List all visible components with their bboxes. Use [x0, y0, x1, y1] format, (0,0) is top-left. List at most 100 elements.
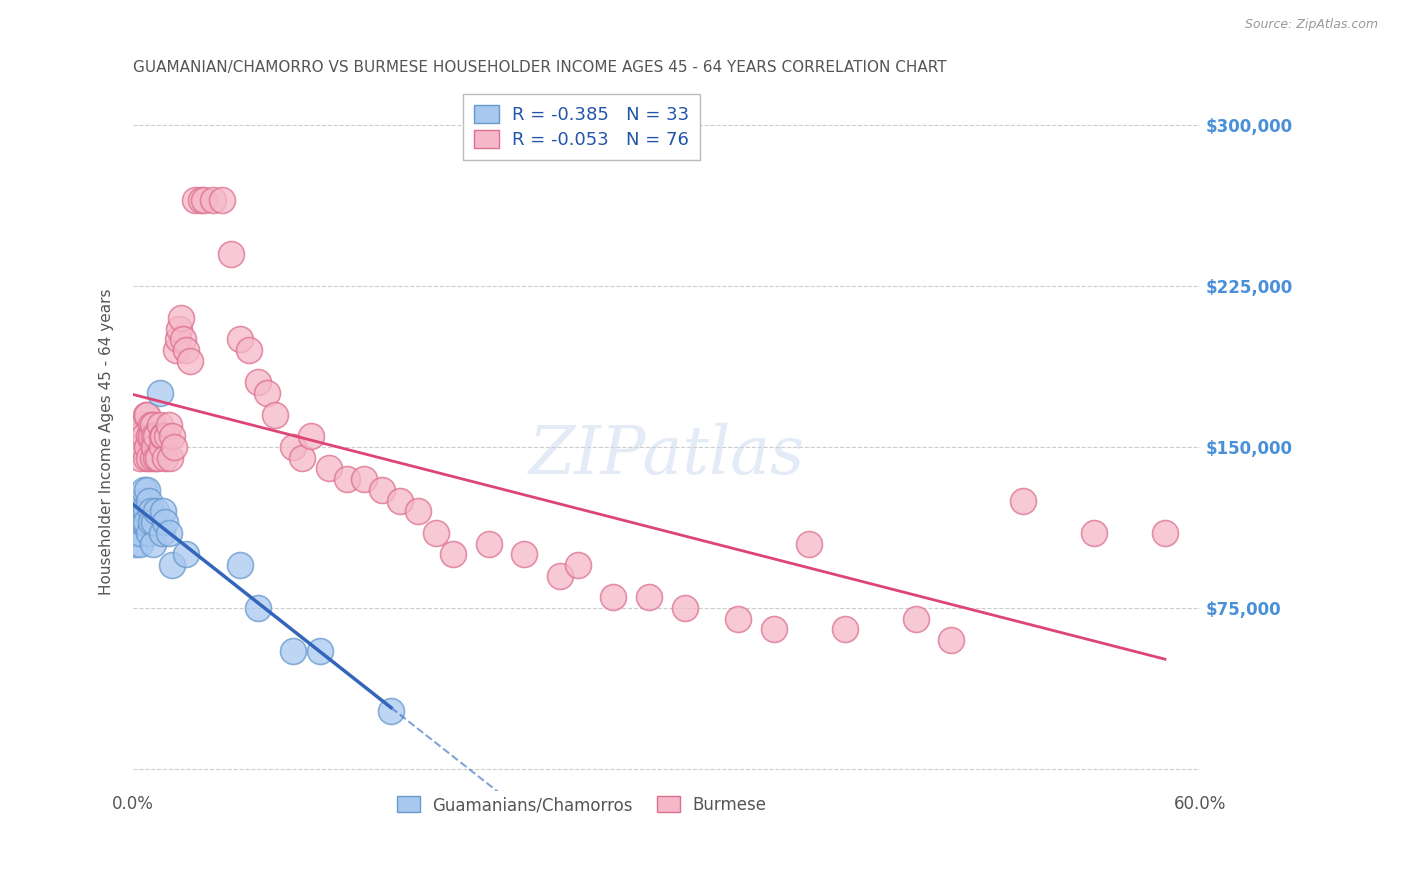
Point [172, 333, 194, 347]
Point [169, 322, 191, 336]
Point [153, 450, 176, 465]
Point [135, 408, 157, 422]
Point [162, 558, 184, 572]
Point [190, 193, 212, 207]
Point [131, 440, 153, 454]
Point [246, 601, 269, 615]
Point [127, 515, 149, 529]
Point [142, 418, 165, 433]
Point [353, 472, 375, 486]
Point [129, 525, 152, 540]
Point [170, 310, 193, 325]
Point [406, 504, 429, 518]
Point [135, 504, 157, 518]
Point [127, 429, 149, 443]
Point [193, 193, 215, 207]
Point [179, 354, 201, 368]
Point [567, 558, 589, 572]
Point [246, 376, 269, 390]
Point [132, 515, 155, 529]
Point [143, 440, 166, 454]
Point [380, 704, 402, 718]
Point [602, 591, 624, 605]
Point [1154, 525, 1177, 540]
Point [152, 504, 174, 518]
Point [548, 568, 571, 582]
Point [1011, 493, 1033, 508]
Point [139, 429, 162, 443]
Point [145, 504, 167, 518]
Point [138, 493, 160, 508]
Point [638, 591, 661, 605]
Point [145, 429, 167, 443]
Point [309, 644, 332, 658]
Text: GUAMANIAN/CHAMORRO VS BURMESE HOUSEHOLDER INCOME AGES 45 - 64 YEARS CORRELATION : GUAMANIAN/CHAMORRO VS BURMESE HOUSEHOLDE… [134, 60, 946, 75]
Point [138, 429, 160, 443]
Point [165, 343, 187, 358]
Point [138, 450, 160, 465]
Point [299, 429, 322, 443]
Point [136, 440, 159, 454]
Point [139, 515, 162, 529]
Point [143, 515, 166, 529]
Point [202, 193, 225, 207]
Point [131, 515, 153, 529]
Point [145, 450, 167, 465]
Point [149, 418, 172, 433]
Point [162, 429, 184, 443]
Point [211, 193, 233, 207]
Point [727, 612, 749, 626]
Point [166, 333, 188, 347]
Text: Source: ZipAtlas.com: Source: ZipAtlas.com [1244, 18, 1378, 31]
Point [513, 547, 536, 561]
Y-axis label: Householder Income Ages 45 - 64 years: Householder Income Ages 45 - 64 years [100, 288, 114, 595]
Point [941, 633, 963, 648]
Point [124, 536, 146, 550]
Point [283, 440, 305, 454]
Point [157, 418, 180, 433]
Point [797, 536, 820, 550]
Text: ZIPatlas: ZIPatlas [529, 423, 804, 488]
Point [336, 472, 359, 486]
Point [129, 536, 152, 550]
Point [153, 515, 176, 529]
Point [125, 429, 148, 443]
Point [150, 440, 173, 454]
Point [135, 450, 157, 465]
Point [478, 536, 501, 550]
Point [425, 525, 447, 540]
Point [150, 429, 173, 443]
Point [673, 601, 696, 615]
Point [150, 525, 173, 540]
Point [135, 515, 157, 529]
Point [131, 493, 153, 508]
Point [142, 450, 165, 465]
Point [139, 418, 162, 433]
Point [143, 429, 166, 443]
Point [132, 429, 155, 443]
Point [125, 525, 148, 540]
Point [184, 193, 207, 207]
Point [219, 246, 242, 260]
Point [138, 525, 160, 540]
Point [139, 504, 162, 518]
Point [762, 623, 785, 637]
Point [229, 333, 252, 347]
Point [136, 408, 159, 422]
Point [1083, 525, 1105, 540]
Point [142, 536, 165, 550]
Point [131, 504, 153, 518]
Point [229, 558, 252, 572]
Point [291, 450, 314, 465]
Point [318, 461, 340, 475]
Point [283, 644, 305, 658]
Point [904, 612, 927, 626]
Point [157, 525, 180, 540]
Point [163, 440, 186, 454]
Point [264, 408, 287, 422]
Point [149, 386, 172, 401]
Point [371, 483, 394, 497]
Point [176, 547, 198, 561]
Point [159, 450, 181, 465]
Point [238, 343, 260, 358]
